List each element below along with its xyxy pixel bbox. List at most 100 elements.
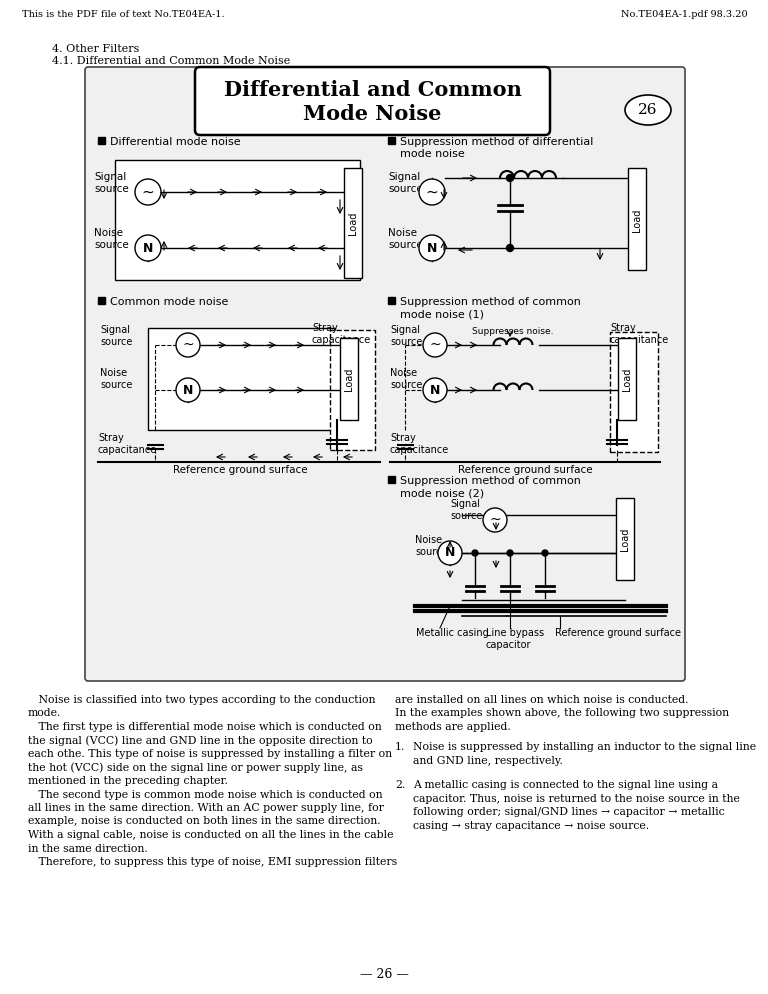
Text: No.TE04EA-1.pdf 98.3.20: No.TE04EA-1.pdf 98.3.20	[621, 10, 748, 19]
Bar	[388, 137, 395, 144]
Text: N: N	[143, 242, 153, 254]
Bar	[618, 338, 636, 420]
Text: Noise is classified into two types according to the conduction: Noise is classified into two types accor…	[28, 695, 376, 705]
Text: Differential mode noise: Differential mode noise	[110, 137, 240, 147]
FancyBboxPatch shape	[85, 67, 685, 681]
Text: 1.: 1.	[395, 743, 406, 752]
Text: methods are applied.: methods are applied.	[395, 722, 511, 732]
Text: Metallic casing: Metallic casing	[416, 628, 488, 638]
Text: Signal
source: Signal source	[450, 499, 482, 521]
Text: Signal
source: Signal source	[390, 325, 422, 347]
Text: ~: ~	[141, 185, 154, 200]
Text: 26: 26	[638, 103, 657, 117]
Circle shape	[176, 378, 200, 402]
Bar	[610, 332, 658, 452]
Text: — 26 —: — 26 —	[359, 968, 409, 981]
Circle shape	[423, 333, 447, 357]
Bar	[616, 498, 634, 580]
Circle shape	[438, 541, 462, 565]
Text: ~: ~	[182, 338, 194, 352]
Circle shape	[176, 333, 200, 357]
Bar	[115, 160, 360, 280]
Circle shape	[419, 235, 445, 261]
Text: Load: Load	[632, 209, 642, 232]
Text: Load: Load	[344, 368, 354, 391]
Bar	[148, 328, 335, 430]
Text: Reference ground surface: Reference ground surface	[555, 628, 681, 638]
Text: in the same direction.: in the same direction.	[28, 844, 147, 854]
Text: Noise is suppressed by installing an inductor to the signal line: Noise is suppressed by installing an ind…	[413, 743, 756, 752]
Text: N: N	[183, 384, 194, 397]
Text: and GND line, respectively.: and GND line, respectively.	[413, 755, 563, 765]
Bar	[330, 330, 375, 450]
Text: Load: Load	[348, 212, 358, 235]
Text: Line bypass
capacitor: Line bypass capacitor	[486, 628, 544, 650]
Text: The second type is common mode noise which is conducted on: The second type is common mode noise whi…	[28, 789, 382, 799]
Circle shape	[423, 378, 447, 402]
Text: Noise
source: Noise source	[415, 535, 448, 557]
Text: Signal
source: Signal source	[388, 172, 422, 194]
Text: Suppression method of common
mode noise (2): Suppression method of common mode noise …	[400, 476, 581, 498]
Circle shape	[135, 235, 161, 261]
Text: Load: Load	[620, 527, 630, 551]
Text: Load: Load	[622, 368, 632, 391]
Text: Suppresses noise.: Suppresses noise.	[472, 327, 554, 336]
Text: Stray
capacitance: Stray capacitance	[98, 433, 157, 454]
Text: mentioned in the preceding chapter.: mentioned in the preceding chapter.	[28, 776, 228, 786]
Text: Signal
source: Signal source	[100, 325, 132, 347]
Text: all lines in the same direction. With an AC power supply line, for: all lines in the same direction. With an…	[28, 803, 384, 813]
Text: Common mode noise: Common mode noise	[110, 297, 228, 307]
Text: 4.1. Differential and Common Mode Noise: 4.1. Differential and Common Mode Noise	[52, 56, 290, 66]
Text: mode.: mode.	[28, 709, 61, 719]
Text: Noise
source: Noise source	[100, 368, 132, 390]
Text: A metallic casing is connected to the signal line using a: A metallic casing is connected to the si…	[413, 780, 718, 790]
Circle shape	[135, 179, 161, 205]
Text: Stray
capacitance: Stray capacitance	[312, 323, 371, 345]
Bar	[388, 476, 395, 483]
Text: are installed on all lines on which noise is conducted.: are installed on all lines on which nois…	[395, 695, 688, 705]
Ellipse shape	[625, 95, 671, 125]
Text: ~: ~	[489, 513, 501, 527]
Circle shape	[472, 550, 478, 556]
Text: Stray
capacitance: Stray capacitance	[610, 323, 669, 345]
Text: capacitor. Thus, noise is returned to the noise source in the: capacitor. Thus, noise is returned to th…	[413, 793, 740, 803]
Text: Therefore, to suppress this type of noise, EMI suppression filters: Therefore, to suppress this type of nois…	[28, 857, 397, 867]
Text: Noise
source: Noise source	[94, 228, 129, 249]
Text: N: N	[445, 547, 455, 560]
Circle shape	[419, 179, 445, 205]
Text: N: N	[427, 242, 437, 254]
Text: example, noise is conducted on both lines in the same direction.: example, noise is conducted on both line…	[28, 816, 381, 826]
Text: Reference ground surface: Reference ground surface	[458, 465, 592, 475]
Text: the hot (VCC) side on the signal line or power supply line, as: the hot (VCC) side on the signal line or…	[28, 762, 362, 773]
Text: Suppression method of common
mode noise (1): Suppression method of common mode noise …	[400, 297, 581, 319]
Text: Differential and Common
Mode Noise: Differential and Common Mode Noise	[223, 80, 521, 124]
Text: the signal (VCC) line and GND line in the opposite direction to: the signal (VCC) line and GND line in th…	[28, 736, 372, 746]
Text: This is the PDF file of text No.TE04EA-1.: This is the PDF file of text No.TE04EA-1…	[22, 10, 224, 19]
Bar	[388, 297, 395, 304]
Text: ~: ~	[425, 185, 439, 200]
Bar	[628, 168, 646, 270]
Text: Stray
capacitance: Stray capacitance	[390, 433, 449, 454]
Text: With a signal cable, noise is conducted on all the lines in the cable: With a signal cable, noise is conducted …	[28, 830, 393, 840]
Bar	[98, 297, 105, 304]
Circle shape	[507, 550, 513, 556]
Text: Noise
source: Noise source	[390, 368, 422, 390]
Text: N: N	[430, 384, 440, 397]
Circle shape	[542, 550, 548, 556]
Text: The first type is differential mode noise which is conducted on: The first type is differential mode nois…	[28, 722, 382, 732]
Text: each othe. This type of noise is suppressed by installing a filter on: each othe. This type of noise is suppres…	[28, 749, 392, 759]
Text: In the examples shown above, the following two suppression: In the examples shown above, the followi…	[395, 709, 729, 719]
Text: following order; signal/GND lines → capacitor → metallic: following order; signal/GND lines → capa…	[413, 807, 725, 817]
Text: Signal
source: Signal source	[94, 172, 129, 194]
Bar	[344, 168, 362, 278]
FancyBboxPatch shape	[195, 67, 550, 135]
Text: ~: ~	[429, 338, 441, 352]
Circle shape	[507, 245, 514, 251]
Text: casing → stray capacitance → noise source.: casing → stray capacitance → noise sourc…	[413, 821, 649, 831]
Circle shape	[507, 175, 514, 182]
Bar	[98, 137, 105, 144]
Text: Noise
source: Noise source	[388, 228, 422, 249]
Bar	[340, 338, 358, 420]
Text: 4. Other Filters: 4. Other Filters	[52, 44, 139, 54]
Text: 2.: 2.	[395, 780, 406, 790]
